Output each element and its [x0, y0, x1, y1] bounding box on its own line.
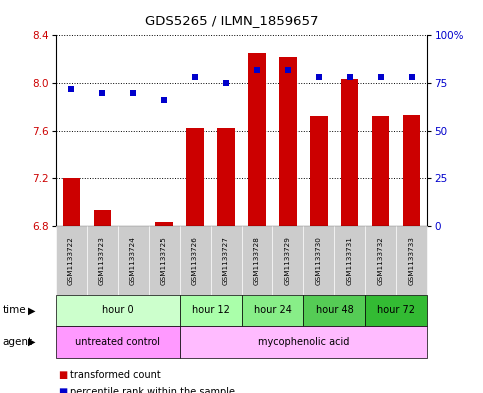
Text: hour 0: hour 0 — [102, 305, 133, 316]
Point — [377, 74, 385, 81]
Text: ■: ■ — [58, 387, 67, 393]
Point — [253, 66, 261, 73]
Bar — [341, 79, 358, 226]
Text: GSM1133729: GSM1133729 — [285, 236, 291, 285]
Text: ■: ■ — [58, 370, 67, 380]
Point — [191, 74, 199, 81]
Text: mycophenolic acid: mycophenolic acid — [258, 337, 349, 347]
Bar — [280, 57, 297, 226]
Text: ▶: ▶ — [28, 337, 35, 347]
Text: agent: agent — [2, 337, 32, 347]
Bar — [403, 115, 421, 226]
Bar — [372, 116, 389, 226]
Text: hour 12: hour 12 — [192, 305, 229, 316]
Text: GSM1133731: GSM1133731 — [347, 236, 353, 285]
Text: untreated control: untreated control — [75, 337, 160, 347]
Point — [98, 90, 106, 96]
Text: percentile rank within the sample: percentile rank within the sample — [70, 387, 235, 393]
Text: GSM1133733: GSM1133733 — [409, 236, 415, 285]
Text: GSM1133727: GSM1133727 — [223, 236, 229, 285]
Text: transformed count: transformed count — [70, 370, 161, 380]
Bar — [62, 178, 80, 226]
Text: GSM1133726: GSM1133726 — [192, 236, 198, 285]
Text: GSM1133730: GSM1133730 — [316, 236, 322, 285]
Point — [129, 90, 137, 96]
Text: GSM1133723: GSM1133723 — [99, 236, 105, 285]
Text: ▶: ▶ — [28, 305, 35, 316]
Bar — [156, 222, 172, 226]
Bar — [248, 53, 266, 226]
Text: GSM1133722: GSM1133722 — [68, 236, 74, 285]
Point — [222, 80, 230, 86]
Point — [284, 66, 292, 73]
Text: hour 48: hour 48 — [315, 305, 354, 316]
Text: GDS5265 / ILMN_1859657: GDS5265 / ILMN_1859657 — [145, 14, 319, 27]
Text: GSM1133725: GSM1133725 — [161, 236, 167, 285]
Bar — [311, 116, 327, 226]
Text: GSM1133728: GSM1133728 — [254, 236, 260, 285]
Text: GSM1133724: GSM1133724 — [130, 236, 136, 285]
Bar — [217, 128, 235, 226]
Point — [346, 74, 354, 81]
Text: GSM1133732: GSM1133732 — [378, 236, 384, 285]
Bar — [94, 211, 111, 226]
Point — [67, 86, 75, 92]
Bar — [186, 128, 203, 226]
Point — [408, 74, 416, 81]
Text: hour 72: hour 72 — [377, 305, 415, 316]
Text: time: time — [2, 305, 26, 316]
Point — [315, 74, 323, 81]
Point — [160, 97, 168, 103]
Text: hour 24: hour 24 — [254, 305, 291, 316]
